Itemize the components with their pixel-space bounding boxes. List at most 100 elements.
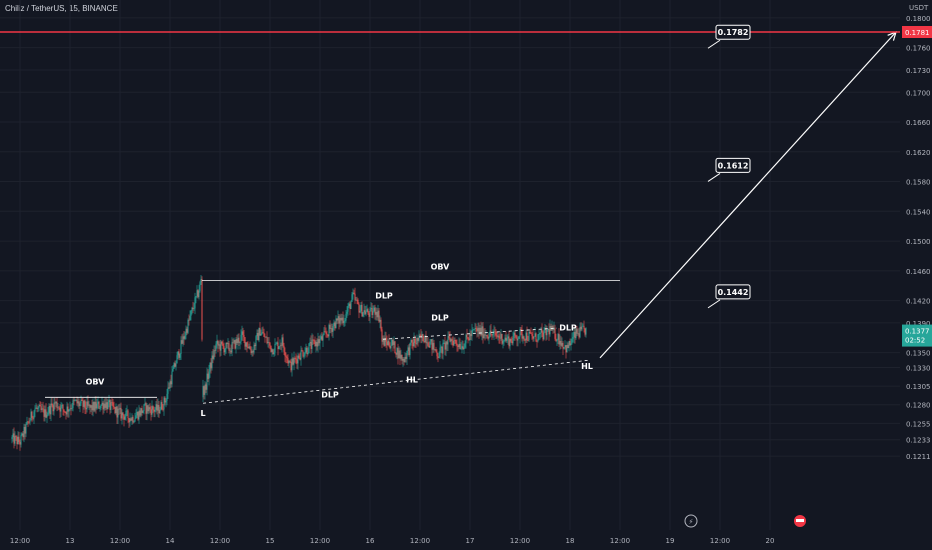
candle-body: [224, 349, 226, 353]
candle-body: [294, 358, 296, 359]
candle-body: [46, 414, 48, 418]
candle-body: [82, 400, 84, 407]
candle-body: [207, 373, 209, 379]
candle-body: [523, 336, 525, 340]
candle-body: [576, 328, 578, 334]
candle-body: [123, 415, 125, 420]
candle-body: [258, 327, 260, 341]
callout-box[interactable]: [715, 284, 751, 300]
candle-body: [182, 336, 184, 344]
candle-body: [266, 336, 268, 344]
candle-body: [259, 327, 261, 336]
candle-body: [69, 408, 71, 410]
candle-body: [528, 331, 530, 341]
candle-body: [95, 401, 97, 409]
candle-body: [101, 402, 103, 405]
candle-body: [62, 404, 64, 410]
candle-body: [279, 345, 281, 347]
candle-body: [158, 404, 160, 414]
candle-body: [580, 326, 582, 330]
candle-body: [180, 340, 182, 355]
candle-body: [335, 318, 337, 329]
candle-body: [342, 317, 344, 324]
candle-body: [423, 341, 425, 343]
candle-body: [492, 333, 494, 336]
callout-box[interactable]: [715, 24, 751, 40]
candle-body: [473, 329, 475, 330]
dlp-trendline[interactable]: [202, 359, 591, 404]
candle-body: [273, 352, 275, 355]
candle-body: [288, 361, 290, 364]
candle-body: [415, 342, 417, 344]
price-tick-label: 0.1255: [906, 420, 931, 428]
candle-body: [252, 351, 254, 353]
candle-body: [106, 402, 108, 410]
candle-body: [555, 338, 557, 341]
candle-body: [457, 345, 459, 347]
candle-body: [506, 338, 508, 341]
candle-body: [445, 341, 447, 350]
candle-body: [425, 335, 427, 344]
candle-body: [384, 337, 386, 346]
dlp-trendline[interactable]: [382, 327, 558, 340]
candle-body: [216, 340, 218, 344]
candle-body: [378, 310, 380, 322]
candle-body: [276, 342, 278, 344]
candle-body: [108, 400, 110, 403]
price-tick-label: 0.1730: [906, 67, 931, 75]
candle-body: [39, 405, 41, 407]
candle-body: [189, 316, 191, 320]
candle-body: [417, 337, 419, 341]
candle-body: [436, 351, 438, 357]
price-tick-label: 0.1500: [906, 238, 931, 246]
candle-body: [570, 343, 572, 345]
candle-body: [505, 337, 507, 341]
candle-body: [548, 328, 550, 335]
candle-body: [424, 335, 426, 343]
annotation-label: HL: [406, 375, 418, 384]
candle-body: [431, 339, 433, 350]
candle-body: [204, 384, 206, 395]
candle-body: [553, 327, 555, 330]
candle-body: [71, 407, 73, 409]
candle-body: [301, 350, 303, 352]
candle-body: [213, 350, 215, 359]
candle-body: [364, 310, 366, 315]
projection-arrow[interactable]: [599, 31, 897, 359]
candle-body: [238, 337, 240, 343]
candle-body: [426, 342, 428, 344]
price-axis[interactable]: [900, 0, 932, 550]
callout-box[interactable]: [715, 157, 751, 173]
candle-body: [206, 373, 208, 390]
candle-body: [444, 342, 446, 350]
candle-body: [229, 350, 231, 352]
price-tick-label: 0.1280: [906, 402, 931, 410]
candle-body: [344, 320, 346, 322]
time-tick-label: 12:00: [710, 537, 730, 545]
candle-body: [509, 338, 511, 347]
candle-body: [520, 329, 522, 330]
candle-body: [559, 340, 561, 345]
lightning-icon[interactable]: [684, 514, 698, 528]
candle-body: [208, 371, 210, 379]
candle-body: [16, 436, 18, 444]
time-tick-label: 12:00: [310, 537, 330, 545]
candle-body: [37, 408, 39, 409]
candle-body: [332, 326, 334, 332]
candle-body: [355, 299, 357, 301]
candle-body: [529, 331, 531, 334]
candle-body: [283, 345, 285, 352]
candle-body: [156, 404, 158, 411]
candle-body: [91, 405, 93, 411]
candle-body: [163, 397, 165, 410]
candle-body: [433, 342, 435, 350]
candle-body: [568, 341, 570, 349]
time-axis[interactable]: [0, 530, 932, 550]
candle-body: [483, 334, 485, 339]
candle-body: [87, 401, 89, 406]
candle-body: [449, 337, 451, 342]
candle-body: [109, 400, 111, 410]
candle-body: [162, 409, 164, 410]
candle-body: [545, 328, 547, 336]
